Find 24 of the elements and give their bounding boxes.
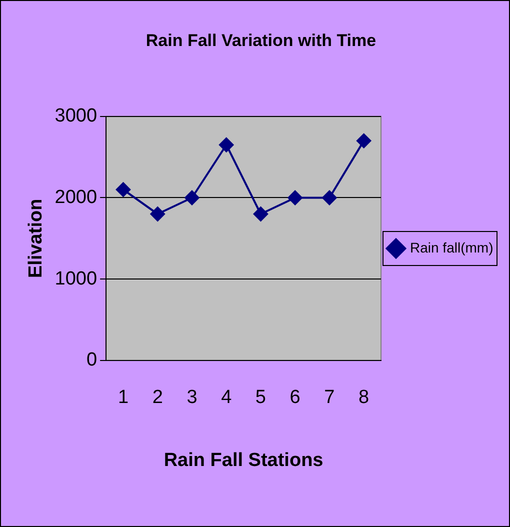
x-tick-label: 8 xyxy=(358,387,370,408)
point xyxy=(322,190,337,206)
x-tick-label: 3 xyxy=(186,387,198,408)
x-tick-label: 2 xyxy=(152,387,163,408)
y-tick-label: 3000 xyxy=(54,106,98,127)
point xyxy=(150,206,166,222)
point xyxy=(116,182,131,198)
x-tick-label: 7 xyxy=(324,387,335,408)
point xyxy=(288,190,303,206)
point xyxy=(253,206,268,222)
point xyxy=(218,137,234,152)
point xyxy=(184,190,200,206)
y-tick-label: 1000 xyxy=(54,268,98,290)
chart-title: Rain Fall Variation with Time xyxy=(146,30,376,50)
x-tick-label: 1 xyxy=(118,387,129,408)
legend-label: Rain fall(mm) xyxy=(410,239,494,256)
y-tick-label: 0 xyxy=(86,350,98,371)
x-axis-title: Rain Fall Stations xyxy=(164,450,324,471)
x-tick-label: 5 xyxy=(255,387,266,408)
y-axis-title: Elivation xyxy=(26,198,47,278)
y-tick-label: 2000 xyxy=(54,186,98,208)
point xyxy=(356,133,372,148)
x-tick-label: 4 xyxy=(221,387,232,408)
x-tick-label: 6 xyxy=(290,387,300,408)
